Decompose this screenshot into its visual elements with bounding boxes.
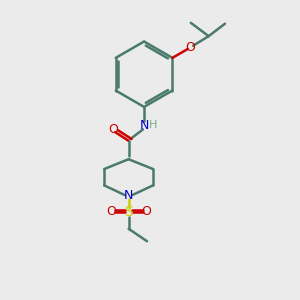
Text: O: O [141, 205, 151, 218]
Text: H: H [149, 120, 157, 130]
Text: O: O [106, 205, 116, 218]
Text: O: O [108, 123, 118, 136]
Text: N: N [124, 189, 133, 202]
Text: S: S [124, 206, 133, 219]
Text: N: N [140, 119, 149, 132]
Text: O: O [185, 41, 195, 54]
